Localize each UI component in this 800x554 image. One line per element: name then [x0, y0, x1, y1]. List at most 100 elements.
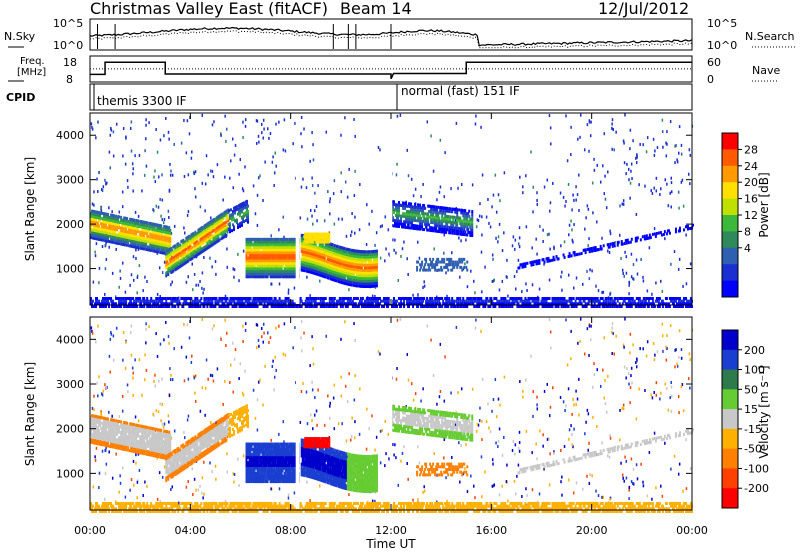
power-cell [408, 202, 411, 206]
power-cell [330, 253, 333, 257]
power-cell [199, 279, 201, 283]
power-cell [115, 122, 118, 126]
power-cell [433, 208, 436, 212]
power-cell [102, 238, 105, 242]
power-cell [370, 268, 373, 272]
power-cell [364, 282, 367, 286]
power-cell [272, 253, 275, 257]
power-cell [642, 279, 645, 283]
power-cell [179, 251, 182, 255]
power-cell [154, 239, 157, 243]
power-cell [358, 263, 361, 267]
power-cell [260, 240, 263, 244]
power-cell [145, 247, 148, 251]
power-cell [361, 271, 364, 275]
power-cell [660, 187, 662, 191]
power-cell [282, 256, 285, 260]
power-cell [373, 268, 376, 272]
power-cell [407, 218, 410, 222]
power-cell [363, 260, 366, 264]
power-cell [366, 252, 369, 256]
power-cell [128, 302, 131, 306]
power-cell [343, 281, 346, 285]
power-cell [379, 225, 382, 229]
power-cell [97, 221, 100, 225]
freq-tick-top: 18 [63, 56, 77, 69]
power-cell [466, 214, 469, 218]
power-cell [263, 245, 266, 249]
power-cell [157, 250, 160, 254]
power-cell [369, 271, 372, 275]
power-cell [495, 210, 498, 214]
power-cell [312, 260, 315, 264]
power-cell [373, 252, 376, 256]
power-cell [463, 257, 466, 261]
power-cell [332, 273, 335, 277]
power-cell [142, 247, 145, 251]
power-cell [408, 215, 411, 219]
power-cell [429, 226, 432, 230]
power-cell [339, 275, 342, 279]
power-cell [475, 114, 477, 118]
power-cell [285, 251, 288, 255]
power-cell [111, 224, 114, 228]
power-cell [140, 244, 143, 248]
power-cell [251, 269, 254, 273]
power-cell [322, 269, 325, 273]
power-cell [197, 283, 200, 287]
power-cell [518, 266, 521, 270]
power-cell [261, 264, 264, 268]
power-cell [319, 247, 322, 251]
power-cell [370, 266, 373, 270]
power-cell [147, 240, 150, 244]
power-cell [221, 299, 224, 303]
power-cell [302, 266, 305, 270]
power-cell [379, 256, 382, 260]
power-cell [460, 265, 463, 269]
power-cell [286, 253, 289, 257]
power-cell [238, 203, 241, 207]
power-cell [92, 228, 95, 232]
power-cell [346, 269, 349, 273]
power-cell [262, 118, 265, 122]
power-cell [155, 223, 158, 227]
power-cell [120, 239, 123, 243]
power-cell [133, 299, 136, 303]
power-cell [106, 302, 109, 306]
power-cell [319, 249, 322, 253]
power-cell [322, 235, 325, 239]
power-cell [254, 237, 257, 241]
power-cell [174, 262, 177, 266]
power-cell [369, 255, 372, 259]
power-cell [353, 252, 356, 256]
power-cell [102, 305, 105, 308]
power-cell [221, 236, 224, 240]
power-cell [439, 185, 442, 189]
power-cell [185, 247, 188, 251]
power-cell [146, 279, 148, 283]
power-cell [310, 257, 313, 261]
power-cell [143, 302, 146, 306]
power-cell [435, 210, 438, 214]
power-cell [350, 278, 353, 282]
power-cell [150, 235, 153, 239]
power-cell [166, 262, 169, 266]
power-cell [203, 240, 206, 244]
power-cell [329, 245, 332, 249]
power-cell [609, 242, 612, 246]
power-cell [124, 162, 127, 166]
power-cell [189, 239, 192, 243]
power-cell [311, 131, 313, 135]
power-cell [189, 250, 192, 254]
power-cell [101, 305, 104, 308]
power-cell [579, 113, 582, 117]
power-cell [130, 302, 133, 306]
power-cell [203, 305, 206, 308]
power-cell [321, 261, 324, 265]
power-cell [268, 136, 270, 140]
power-cell [372, 276, 375, 280]
power-cell [114, 230, 117, 234]
power-cell [422, 227, 425, 231]
power-cell [371, 209, 373, 213]
power-cell [186, 297, 189, 300]
